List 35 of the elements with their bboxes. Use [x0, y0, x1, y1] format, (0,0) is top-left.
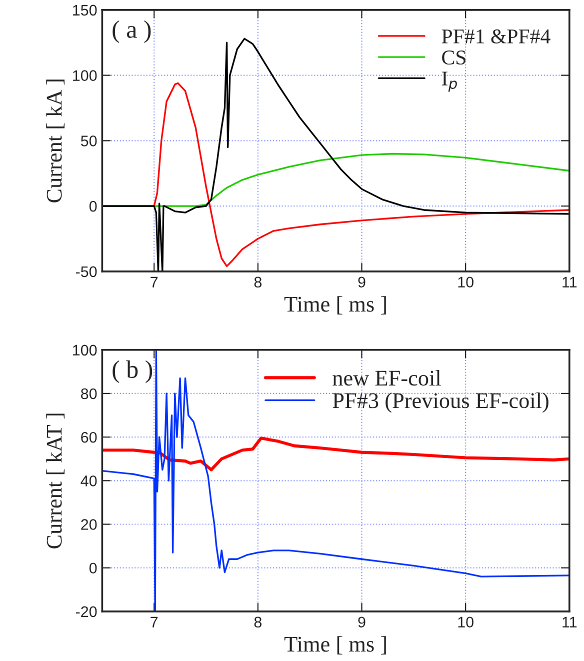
y-tick-label: 80 — [81, 388, 97, 400]
legend-label: new EF-coil — [332, 370, 441, 386]
y-tick-label: -50 — [76, 266, 97, 278]
y-tick-label: 0 — [89, 200, 97, 212]
x-tick-label: 11 — [562, 616, 577, 628]
legend-label: PF#1 &PF#4 — [442, 29, 550, 44]
x-tick-label: 7 — [150, 616, 158, 628]
x-axis-title: Time [ ms ] — [284, 296, 386, 314]
legend-label: PF#3 (Previous EF-coil) — [332, 392, 548, 413]
x-tick-label: 8 — [254, 616, 262, 628]
x-tick-label: 9 — [358, 276, 366, 288]
y-axis-title: Current [ kA ] — [46, 80, 65, 202]
legend-label: CS — [442, 50, 466, 65]
x-tick-label: 8 — [254, 276, 262, 288]
y-tick-label: 40 — [80, 476, 97, 486]
y-tick-label: 100 — [73, 70, 97, 81]
line-series — [102, 436, 570, 472]
y-tick-label: 60 — [81, 432, 97, 443]
annotation: ( a ) — [112, 20, 151, 44]
y-tick-label: 0 — [89, 562, 97, 574]
line-series — [102, 350, 570, 612]
x-tick-label: 9 — [358, 616, 366, 628]
x-tick-label: 10 — [458, 616, 474, 628]
x-tick-label: 11 — [562, 276, 577, 288]
x-tick-label: 7 — [150, 276, 158, 288]
y-tick-label: -20 — [76, 606, 97, 618]
y-tick-label: 100 — [73, 344, 97, 356]
y-tick-label: 20 — [81, 519, 97, 530]
legend-label: I$_{p}$ — [442, 72, 457, 92]
y-axis-title: Current [ kAT ] — [46, 414, 65, 548]
y-tick-label: 50 — [80, 136, 97, 146]
annotation: ( b ) — [112, 360, 152, 384]
y-tick-label: 150 — [73, 4, 97, 16]
x-axis-title: Time [ ms ] — [284, 636, 386, 654]
x-tick-label: 10 — [458, 276, 474, 288]
